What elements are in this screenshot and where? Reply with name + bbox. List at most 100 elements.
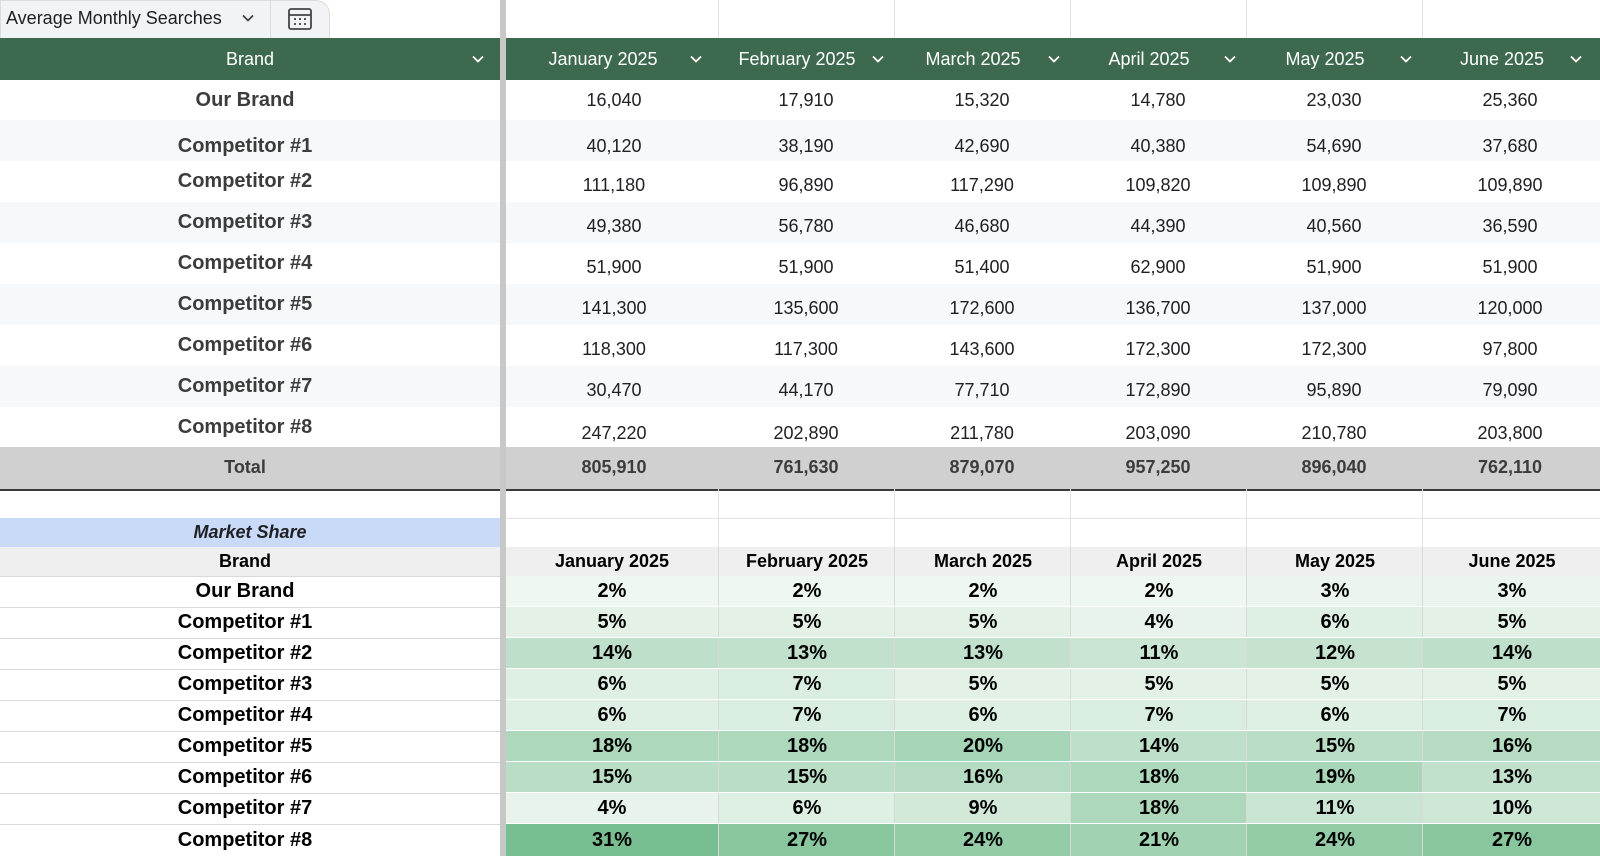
share-cell[interactable]: 27%: [718, 824, 895, 856]
brand-cell[interactable]: Competitor #6: [177, 765, 313, 788]
share-cell[interactable]: 20%: [894, 731, 1071, 761]
brand-cell[interactable]: Competitor #7: [177, 796, 313, 819]
table-row[interactable]: Our Brand 2% 2% 2% 2% 3% 3%: [0, 576, 1600, 608]
table-row[interactable]: Competitor #4 6% 7% 6% 7% 6% 7%: [0, 700, 1600, 732]
share-cell[interactable]: 10%: [1422, 793, 1600, 823]
value-cell[interactable]: 51,400: [954, 257, 1010, 277]
value-cell[interactable]: 203,800: [1477, 422, 1543, 443]
table-tab[interactable]: [0, 0, 330, 38]
share-cell[interactable]: 5%: [1422, 669, 1600, 699]
table-calendar-icon[interactable]: [287, 7, 313, 31]
share-cell[interactable]: 7%: [1422, 700, 1600, 730]
column-header-may[interactable]: May 2025: [1246, 38, 1422, 80]
table-row[interactable]: Competitor #5 18% 18% 20% 14% 15% 16%: [0, 731, 1600, 763]
value-cell[interactable]: 117,300: [774, 339, 838, 359]
column-header-month[interactable]: June 2025: [1422, 547, 1600, 576]
share-cell[interactable]: 14%: [506, 638, 718, 668]
total-cell[interactable]: 879,070: [949, 456, 1015, 477]
total-label[interactable]: Total: [224, 456, 266, 477]
value-cell[interactable]: 202,890: [773, 422, 839, 443]
chevron-down-icon[interactable]: [1568, 51, 1584, 67]
value-cell[interactable]: 172,300: [1125, 339, 1191, 359]
value-cell[interactable]: 111,180: [582, 175, 646, 195]
table-row[interactable]: Competitor #2 14% 13% 13% 11% 12% 14%: [0, 638, 1600, 670]
share-cell[interactable]: 13%: [1422, 762, 1600, 792]
value-cell[interactable]: 56,780: [778, 216, 834, 236]
value-cell[interactable]: 36,590: [1482, 216, 1538, 236]
value-cell[interactable]: 62,900: [1130, 257, 1186, 277]
brand-cell[interactable]: Competitor #2: [177, 641, 313, 664]
column-header-month[interactable]: March 2025: [894, 547, 1071, 576]
market-share-title[interactable]: Market Share: [0, 518, 500, 548]
column-header-march[interactable]: March 2025: [894, 38, 1070, 80]
chevron-down-icon[interactable]: [1222, 51, 1238, 67]
column-header-month[interactable]: January 2025: [554, 551, 670, 571]
value-cell[interactable]: 211,780: [950, 422, 1014, 443]
column-header-brand[interactable]: Brand: [0, 38, 500, 80]
table-row[interactable]: Competitor #5 141,300 135,600 172,600 13…: [0, 284, 1600, 325]
value-cell[interactable]: 25,360: [1482, 89, 1538, 110]
value-cell[interactable]: 38,190: [778, 136, 834, 156]
share-cell[interactable]: 12%: [1246, 638, 1423, 668]
share-cell[interactable]: 2%: [894, 576, 1071, 606]
table-row[interactable]: Competitor #3 6% 7% 5% 5% 5% 5%: [0, 669, 1600, 701]
chevron-down-icon[interactable]: [688, 51, 704, 67]
column-header-brand[interactable]: Brand: [218, 551, 271, 571]
value-cell[interactable]: 44,390: [1130, 216, 1186, 236]
share-cell[interactable]: 6%: [1246, 607, 1423, 637]
value-cell[interactable]: 51,900: [1482, 257, 1538, 277]
share-cell[interactable]: 24%: [1246, 824, 1423, 856]
share-cell[interactable]: 2%: [1070, 576, 1247, 606]
value-cell[interactable]: 172,890: [1125, 380, 1191, 400]
column-header-month[interactable]: April 2025: [1070, 547, 1247, 576]
share-cell[interactable]: 5%: [1422, 607, 1600, 637]
table-name-label[interactable]: Average Monthly Searches: [6, 8, 222, 28]
column-header-january[interactable]: January 2025: [506, 38, 718, 80]
brand-cell[interactable]: Competitor #8: [177, 828, 313, 851]
share-cell[interactable]: 16%: [1422, 731, 1600, 761]
share-cell[interactable]: 5%: [1246, 669, 1423, 699]
value-cell[interactable]: 143,600: [949, 339, 1015, 359]
share-cell[interactable]: 7%: [1070, 700, 1247, 730]
share-cell[interactable]: 2%: [718, 576, 895, 606]
value-cell[interactable]: 137,000: [1301, 298, 1367, 318]
share-cell[interactable]: 14%: [1070, 731, 1247, 761]
value-cell[interactable]: 37,680: [1482, 136, 1538, 156]
column-header-june[interactable]: June 2025: [1422, 38, 1600, 80]
share-cell[interactable]: 15%: [506, 762, 718, 792]
brand-cell[interactable]: Competitor #8: [177, 415, 313, 438]
total-row[interactable]: Total 805,910 761,630 879,070 957,250 89…: [0, 447, 1600, 491]
table-row[interactable]: Competitor #3 49,380 56,780 46,680 44,39…: [0, 202, 1600, 243]
value-cell[interactable]: 40,560: [1306, 216, 1362, 236]
share-cell[interactable]: 13%: [718, 638, 895, 668]
value-cell[interactable]: 172,600: [949, 298, 1015, 318]
value-cell[interactable]: 16,040: [586, 89, 642, 110]
value-cell[interactable]: 79,090: [1482, 380, 1538, 400]
share-cell[interactable]: 9%: [894, 793, 1071, 823]
brand-cell[interactable]: Competitor #2: [177, 170, 313, 192]
table-row[interactable]: Competitor #8 31% 27% 24% 21% 24% 27%: [0, 824, 1600, 856]
value-cell[interactable]: 15,320: [954, 89, 1010, 110]
value-cell[interactable]: 42,690: [954, 136, 1010, 156]
table-row[interactable]: Competitor #6 15% 15% 16% 18% 19% 13%: [0, 762, 1600, 794]
column-header-april[interactable]: April 2025: [1070, 38, 1246, 80]
share-cell[interactable]: 5%: [1070, 669, 1247, 699]
total-cell[interactable]: 957,250: [1125, 456, 1191, 477]
brand-cell[interactable]: Competitor #7: [177, 375, 313, 397]
chevron-down-icon[interactable]: [1046, 51, 1062, 67]
table-row[interactable]: Competitor #7 4% 6% 9% 18% 11% 10%: [0, 793, 1600, 825]
share-cell[interactable]: 27%: [1422, 824, 1600, 856]
share-cell[interactable]: 7%: [718, 700, 895, 730]
brand-cell[interactable]: Competitor #4: [177, 252, 313, 274]
share-cell[interactable]: 6%: [506, 700, 718, 730]
total-cell[interactable]: 896,040: [1301, 456, 1367, 477]
value-cell[interactable]: 40,380: [1130, 136, 1186, 156]
share-cell[interactable]: 18%: [1070, 762, 1247, 792]
share-cell[interactable]: 5%: [894, 669, 1071, 699]
share-cell[interactable]: 6%: [1246, 700, 1423, 730]
table-row[interactable]: Competitor #4 51,900 51,900 51,400 62,90…: [0, 243, 1600, 284]
value-cell[interactable]: 120,000: [1477, 298, 1543, 318]
table-row[interactable]: Competitor #7 30,470 44,170 77,710 172,8…: [0, 366, 1600, 407]
share-cell[interactable]: 21%: [1070, 824, 1247, 856]
brand-cell[interactable]: Our Brand: [195, 579, 295, 602]
